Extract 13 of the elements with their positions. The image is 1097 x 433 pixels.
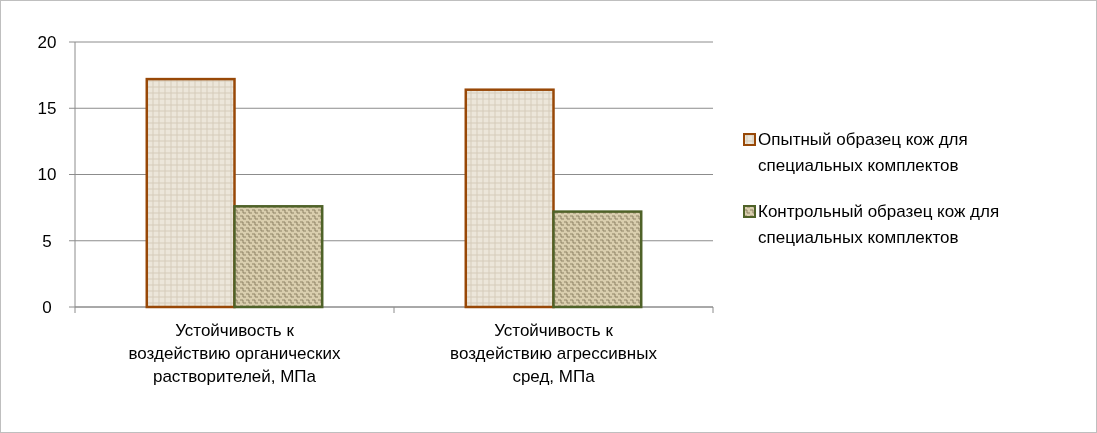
y-tick-label: 10 bbox=[37, 165, 57, 185]
bar bbox=[552, 210, 643, 309]
y-tick-label: 15 bbox=[37, 99, 57, 119]
legend-label: Контрольный образец кож для специальных комплектов bbox=[758, 202, 1000, 247]
bar bbox=[464, 88, 555, 309]
bar bbox=[145, 77, 236, 309]
bar bbox=[233, 205, 324, 309]
legend-label: Опытный образец кож для специальных комплектов bbox=[758, 130, 968, 175]
y-tick-label: 0 bbox=[42, 297, 52, 317]
y-tick-label: 5 bbox=[42, 231, 52, 251]
y-tick-label: 20 bbox=[37, 32, 57, 52]
x-tick-label: Устойчивость к воздействию органических растворителей, МПа bbox=[128, 321, 341, 386]
x-tick-label: Устойчивость к воздействию агрессивных сред, МПа bbox=[450, 321, 658, 386]
